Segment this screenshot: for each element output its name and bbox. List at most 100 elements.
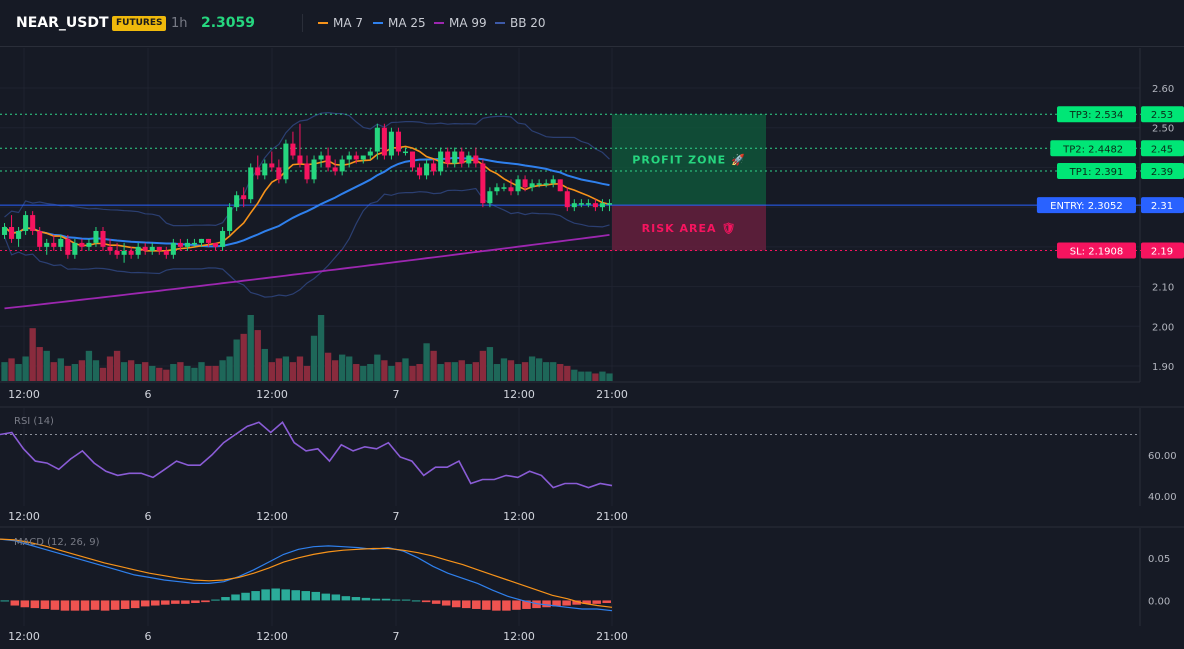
macd-hist-bar: [221, 597, 230, 601]
legend-ma25[interactable]: MA 25: [373, 16, 426, 30]
volume-bars: [1, 315, 613, 381]
candle-body: [262, 163, 268, 176]
candle-body: [529, 183, 535, 188]
macd-hist-bar: [211, 599, 220, 601]
volume-bar: [360, 365, 367, 381]
volume-bar: [514, 364, 522, 381]
time-tick-label: 21:00: [596, 630, 628, 643]
volume-bar: [317, 315, 325, 381]
legend-ma7[interactable]: MA 7: [318, 16, 363, 30]
candle-body: [381, 127, 387, 156]
macd-hist-bar: [311, 591, 321, 601]
volume-bar: [486, 347, 494, 381]
trading-chart[interactable]: PROFIT ZONE 🚀 RISK AREA 🛡 2.60 2.50 2.10 2.0…: [0, 47, 1184, 649]
candle-body: [494, 187, 500, 192]
volume-bar: [599, 371, 606, 381]
candle-body: [360, 155, 366, 160]
volume-bar: [99, 367, 107, 381]
rsi-pane[interactable]: RSI (14) 60.00 40.00: [0, 416, 1177, 503]
volume-bar: [465, 364, 472, 381]
volume-bar: [22, 356, 29, 381]
level-value-label: 2.53: [1151, 110, 1173, 121]
macd-hist-bar: [351, 597, 361, 601]
candle-body: [241, 195, 247, 200]
volume-bar: [521, 362, 529, 381]
volume-bar: [346, 356, 353, 381]
macd-hist-bar: [582, 600, 591, 604]
time-tick-label: 12:00: [503, 510, 535, 523]
candle-body: [227, 207, 233, 231]
chart-header: NEAR_USDT FUTURES 1h 2.3059 MA 7 MA 25 M…: [0, 0, 1184, 47]
level-tag: [1057, 242, 1136, 259]
profit-zone: [612, 114, 766, 206]
legend-ma99[interactable]: MA 99: [434, 16, 487, 30]
legend-bb20[interactable]: BB 20: [495, 16, 546, 30]
candle-body: [374, 127, 380, 152]
macd-pane[interactable]: MACD (12, 26, 9) 0.05 0.00: [0, 537, 1170, 612]
candle-body: [128, 250, 134, 255]
price-tick-label: 1.90: [1152, 362, 1174, 373]
volume-bar: [64, 365, 71, 381]
macd-hist-bar: [191, 600, 200, 603]
candle-body: [93, 230, 99, 243]
candle-body: [107, 246, 113, 251]
symbol-name[interactable]: NEAR_USDT: [16, 15, 109, 31]
interval-label[interactable]: 1h: [171, 16, 188, 31]
level-tag: [1050, 140, 1136, 157]
volume-bar: [430, 350, 437, 381]
volume-bar: [78, 360, 86, 381]
volume-bar: [275, 358, 283, 381]
volume-bar: [409, 365, 416, 381]
rsi-title: RSI (14): [14, 416, 54, 427]
candle-body: [234, 195, 240, 208]
legend-bb20-label: BB 20: [510, 16, 546, 30]
volume-bar: [416, 364, 423, 381]
time-tick-label: 7: [393, 510, 400, 523]
candle-body: [269, 163, 275, 168]
level-value-tag: [1141, 106, 1184, 123]
candle-body: [276, 167, 282, 180]
candlesticks[interactable]: [1, 123, 613, 263]
volume-bar: [113, 350, 121, 381]
volume-bar: [268, 362, 275, 381]
candle-body: [72, 242, 78, 255]
candle-body: [9, 227, 15, 239]
candle-body: [606, 203, 613, 205]
volume-bar: [303, 365, 311, 381]
macd-hist-bar: [401, 599, 411, 601]
volume-bar: [451, 362, 458, 381]
volume-bar: [254, 330, 261, 381]
macd-hist-bar: [80, 600, 90, 611]
candle-body: [51, 242, 57, 247]
level-tag: [1057, 163, 1136, 180]
candle-body: [578, 203, 584, 205]
volume-bar: [557, 364, 564, 381]
bb-upper-line: [4, 111, 610, 227]
level-value-tag: [1141, 163, 1184, 180]
candle-body: [149, 246, 155, 251]
macd-hist-bar: [431, 600, 441, 604]
candle-body: [65, 238, 71, 255]
candle-body: [339, 159, 345, 172]
candle-body: [255, 167, 261, 176]
candle-body: [459, 151, 465, 164]
macd-hist-bar: [381, 598, 391, 601]
volume-bar: [331, 360, 339, 381]
price-axes: 2.60 2.50 2.10 2.00 1.90: [1152, 84, 1174, 373]
candle-body: [79, 242, 85, 247]
macd-hist-bar: [171, 600, 180, 604]
legend-ma7-label: MA 7: [333, 16, 364, 30]
level-value-label: 2.45: [1151, 144, 1173, 155]
candle-body: [304, 163, 310, 180]
candle-body: [452, 151, 458, 164]
volume-bar: [50, 362, 57, 381]
price-tags: TP3: 2.534 2.53 TP2: 2.4482 2.45 TP1: 2.391 2…: [1036, 106, 1184, 259]
volume-bar: [592, 373, 599, 381]
candle-body: [564, 191, 570, 208]
level-value-tag: [1141, 140, 1184, 157]
level-value-label: 2.19: [1151, 247, 1173, 258]
volume-bar: [261, 348, 268, 381]
volume-bar: [219, 360, 226, 381]
level-value-label: 2.39: [1151, 167, 1173, 178]
candle-body: [23, 215, 29, 231]
